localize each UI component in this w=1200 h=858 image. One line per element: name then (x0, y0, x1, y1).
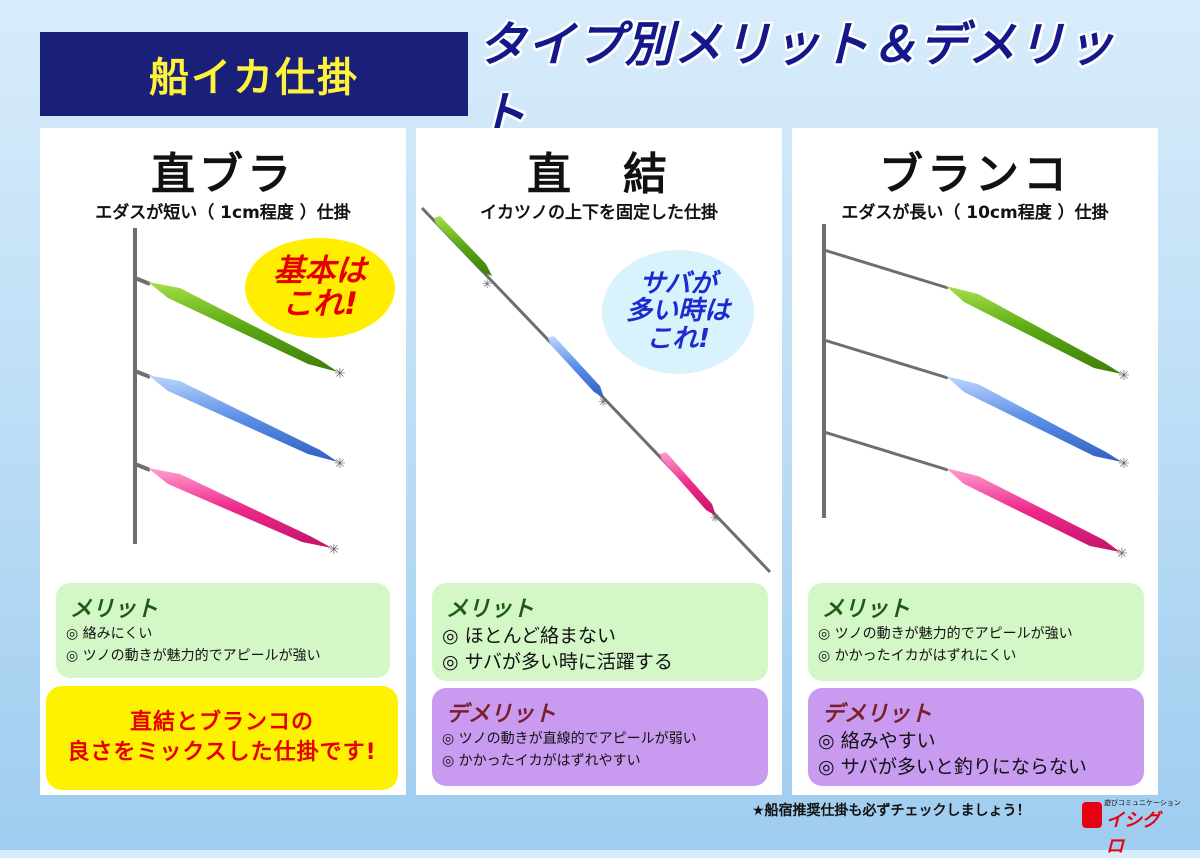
merit-list: ◎ ほとんど絡まない ◎ サバが多い時に活躍する (442, 623, 762, 675)
mix-line: 良さをミックスした仕掛です! (67, 740, 377, 765)
badge-line: サバが (639, 269, 717, 300)
branch-line (134, 369, 151, 379)
demerit-item: ◎ ツノの動きが直線的でアピールが弱い (442, 731, 697, 747)
demerit-item: ◎ 絡みやすい (818, 730, 936, 752)
logo-icon (1082, 802, 1102, 828)
chokketsu-rig-diagram: ✳ ✳ ✳ (420, 206, 772, 574)
hook-icon: ✳ (334, 366, 346, 382)
merit-title: メリット (70, 597, 159, 622)
green-squid-jig (946, 286, 1122, 374)
demerit-title: デメリット (822, 702, 933, 727)
panel-subtitle: イカツノの上下を固定した仕掛 (480, 203, 718, 223)
branch-line (823, 338, 949, 380)
demerit-list: ◎ 絡みやすい ◎ サバが多いと釣りにならない (818, 728, 1138, 780)
mix-line: 直結とブランコの (129, 710, 314, 736)
pink-squid-jig (148, 468, 332, 548)
footer-note: ★船宿推奨仕掛も必ずチェックしましょう！ (752, 803, 1031, 819)
merit-item: ◎ サバが多い時に活躍する (442, 651, 673, 673)
branch-line (823, 430, 949, 472)
merit-box: メリット ◎ ほとんど絡まない ◎ サバが多い時に活躍する (432, 583, 768, 681)
branch-line (134, 462, 151, 472)
blue-squid-jig (548, 336, 604, 398)
demerit-item: ◎ サバが多いと釣りにならない (818, 756, 1087, 778)
hook-icon: ✳ (334, 456, 346, 472)
panel-title: ブランコ (879, 149, 1071, 200)
panel-title: 直 結 (527, 149, 671, 200)
demerit-title: デメリット (446, 702, 557, 727)
panel-title: 直ブラ (151, 149, 295, 200)
demerit-list: ◎ ツノの動きが直線的でアピールが弱い ◎ かかったイカがはずれやすい (442, 728, 762, 772)
badge-line: これ! (281, 286, 359, 322)
hook-icon: ✳ (1118, 456, 1130, 472)
merit-list: ◎ ツノの動きが魅力的でアピールが強い ◎ かかったイカがはずれにくい (818, 623, 1138, 667)
merit-box: メリット ◎ ツノの動きが魅力的でアピールが強い ◎ かかったイカがはずれにくい (808, 583, 1144, 681)
ishiguro-logo: 遊びコミュニケーション イシグロ (1082, 798, 1181, 857)
merit-box: メリット ◎ 絡みにくい ◎ ツノの動きが魅力的でアピールが強い (56, 583, 390, 678)
blue-squid-jig (148, 375, 338, 462)
hook-icon: ✳ (1116, 546, 1128, 562)
panel-buranko: ✳ ✳ ✳ ブランコ エダスが長い（ 10cm程度 ）仕掛 メリット ◎ ツノの… (792, 128, 1158, 795)
merit-item: ◎ ツノの動きが魅力的でアピールが強い (66, 648, 321, 664)
merit-title: メリット (446, 597, 535, 622)
branch-line (823, 248, 949, 290)
hook-icon: ✳ (710, 511, 720, 525)
merit-item: ◎ 絡みにくい (66, 626, 153, 642)
hook-icon: ✳ (482, 277, 492, 291)
panel-chokubura: ✳ ✳ ✳ 直ブラ エダスが短い（ 1cm程度 ）仕掛 基本は これ! メリット… (40, 128, 406, 795)
hook-icon: ✳ (598, 395, 608, 409)
recommend-badge: 基本は これ! (245, 238, 395, 338)
panel-subtitle: エダスが短い（ 1cm程度 ）仕掛 (95, 203, 351, 223)
demerit-box: デメリット ◎ 絡みやすい ◎ サバが多いと釣りにならない (808, 688, 1144, 786)
badge-line: 多い時は (625, 296, 730, 327)
demerit-box: デメリット ◎ ツノの動きが直線的でアピールが弱い ◎ かかったイカがはずれやす… (432, 688, 768, 786)
mix-callout: 直結とブランコの 良さをミックスした仕掛です! (46, 686, 398, 790)
panel-chokketsu: ✳ ✳ ✳ 直 結 イカツノの上下を固定した仕掛 サバが 多い時は これ! メリ… (416, 128, 782, 795)
chokubura-rig-diagram: ✳ ✳ ✳ (133, 228, 346, 558)
title-banner: 船イカ仕掛 (40, 32, 468, 116)
badge-line: 基本は (273, 253, 367, 290)
branch-line (134, 276, 151, 286)
merit-title: メリット (822, 597, 911, 622)
subtitle-banner: タイプ別メリット＆デメリット (478, 17, 1158, 143)
green-squid-jig (434, 216, 492, 276)
pink-squid-jig (946, 468, 1120, 552)
merit-item: ◎ かかったイカがはずれにくい (818, 648, 1017, 664)
blue-squid-jig (946, 376, 1122, 462)
main-title: 船イカ仕掛 (149, 55, 359, 101)
page-heading: タイプ別メリット＆デメリット (478, 17, 1116, 143)
green-squid-jig (148, 282, 338, 372)
recommend-badge: サバが 多い時は これ! (602, 250, 754, 374)
logo-wordmark: イシグロ (1106, 810, 1160, 857)
merit-item: ◎ ツノの動きが魅力的でアピールが強い (818, 626, 1073, 642)
badge-line: これ! (646, 323, 710, 354)
pink-squid-jig (660, 452, 716, 516)
panel-subtitle: エダスが長い（ 10cm程度 ）仕掛 (841, 203, 1109, 223)
logo-tagline: 遊びコミュニケーション (1104, 799, 1181, 807)
merit-item: ◎ ほとんど絡まない (442, 625, 617, 647)
demerit-item: ◎ かかったイカがはずれやすい (442, 753, 641, 769)
hook-icon: ✳ (328, 542, 340, 558)
merit-list: ◎ 絡みにくい ◎ ツノの動きが魅力的でアピールが強い (66, 623, 384, 667)
buranko-rig-diagram: ✳ ✳ ✳ (822, 224, 1130, 562)
hook-icon: ✳ (1118, 368, 1130, 384)
